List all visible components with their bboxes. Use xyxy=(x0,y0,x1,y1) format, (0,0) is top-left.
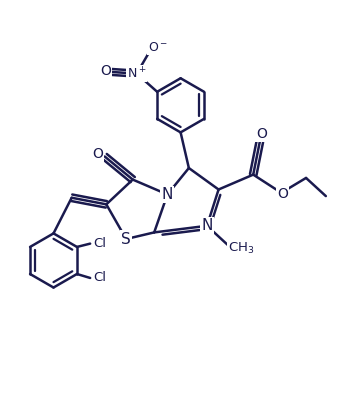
Text: Cl: Cl xyxy=(94,272,106,284)
Text: O: O xyxy=(277,187,288,201)
Text: O$^-$: O$^-$ xyxy=(148,41,168,54)
Text: N: N xyxy=(162,187,173,202)
Text: N$^+$: N$^+$ xyxy=(127,66,147,81)
Text: O: O xyxy=(100,64,111,78)
Text: Cl: Cl xyxy=(94,237,106,250)
Text: O: O xyxy=(92,147,103,161)
Text: S: S xyxy=(121,232,131,246)
Text: CH$_3$: CH$_3$ xyxy=(228,241,255,256)
Text: O: O xyxy=(256,127,267,141)
Text: N: N xyxy=(201,218,213,233)
